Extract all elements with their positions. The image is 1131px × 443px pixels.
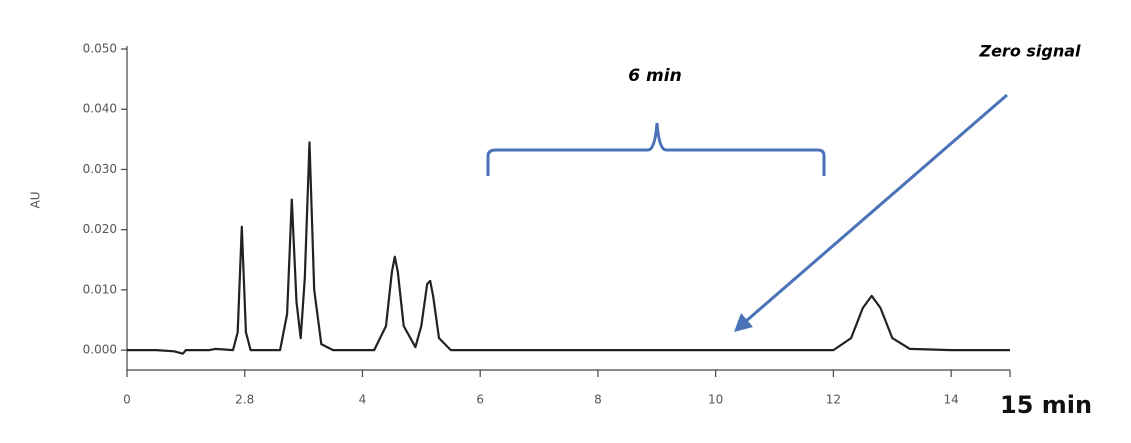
annotation: Zero signal xyxy=(978,42,1081,61)
annotation: 6 min xyxy=(628,66,681,86)
x-tick-label: 2.8 xyxy=(235,393,254,407)
arrow xyxy=(744,93,1008,324)
x-tick-label: 15 min xyxy=(1000,391,1092,419)
x-tick-label: 0 xyxy=(123,393,131,407)
x-tick-label: 10 xyxy=(708,393,723,407)
x-tick-label: 6 xyxy=(476,393,484,407)
y-tick-label: 0.000 xyxy=(83,343,117,357)
y-axis-label: AU xyxy=(29,192,43,209)
x-tick-label: 8 xyxy=(594,393,602,407)
y-tick-label: 0.010 xyxy=(83,282,117,296)
y-tick-label: 0.030 xyxy=(83,162,117,176)
trace xyxy=(127,141,1010,355)
y-tick-label: 0.020 xyxy=(83,222,117,236)
x-tick-label: 12 xyxy=(826,393,841,407)
x-tick-label: 14 xyxy=(943,393,958,407)
y-tick-label: 0.050 xyxy=(83,42,117,56)
x-tick-label: 4 xyxy=(359,393,367,407)
brace xyxy=(486,122,826,176)
arrow-head xyxy=(734,313,753,332)
y-tick-label: 0.040 xyxy=(83,102,117,116)
